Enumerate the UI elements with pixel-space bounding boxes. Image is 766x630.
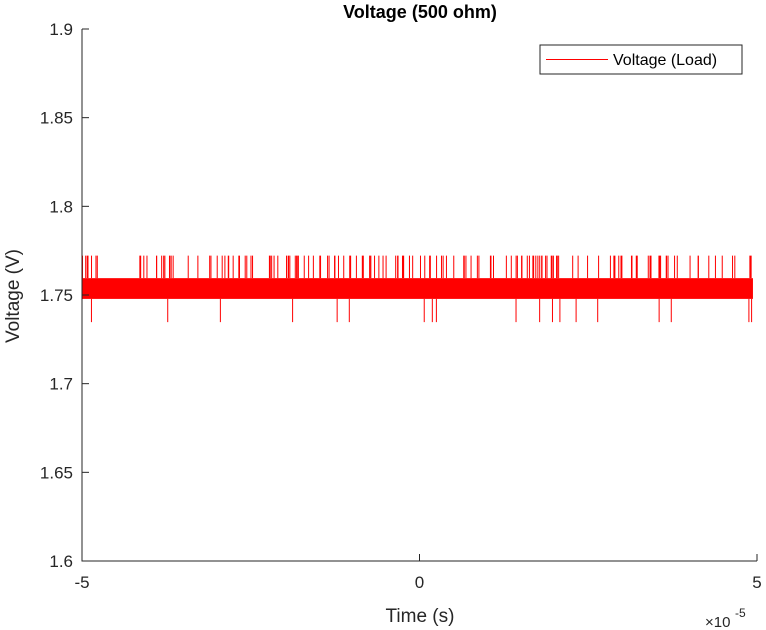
y-tick-label: 1.65	[40, 463, 73, 482]
legend: Voltage (Load)	[539, 44, 743, 75]
y-tick-label: 1.8	[49, 197, 73, 216]
y-axis-label: Voltage (V)	[3, 249, 24, 343]
y-tick-label: 1.75	[40, 286, 73, 305]
series-voltage-load-high-spikes	[85, 255, 752, 279]
x-axis-exponent: ×10 -5	[705, 606, 746, 630]
y-axis-ticks: 1.6 1.65 1.7 1.75 1.8 1.85 1.9	[40, 20, 89, 571]
legend-label-voltage-load: Voltage (Load)	[613, 52, 717, 69]
y-tick-label: 1.85	[40, 109, 73, 128]
series-voltage-load-low-spikes	[90, 298, 753, 323]
y-tick-label: 1.6	[49, 552, 73, 571]
x-exponent-base: ×10	[705, 614, 730, 630]
x-axis-label: Time (s)	[386, 606, 455, 627]
x-tick-label: 0	[415, 573, 424, 592]
series-layer	[82, 255, 753, 323]
y-tick-label: 1.7	[49, 375, 73, 394]
plot-area: -5 0 5 1.6 1.65 1.7 1.75 1.8 1.85 1.9	[40, 20, 762, 592]
x-exponent-power: -5	[735, 606, 746, 620]
x-tick-label: -5	[74, 573, 89, 592]
series-voltage-load-band	[82, 278, 753, 299]
chart-title: Voltage (500 ohm)	[343, 2, 497, 22]
x-axis-ticks: -5 0 5	[74, 554, 762, 592]
y-tick-label: 1.9	[49, 20, 73, 39]
x-tick-label: 5	[752, 573, 761, 592]
